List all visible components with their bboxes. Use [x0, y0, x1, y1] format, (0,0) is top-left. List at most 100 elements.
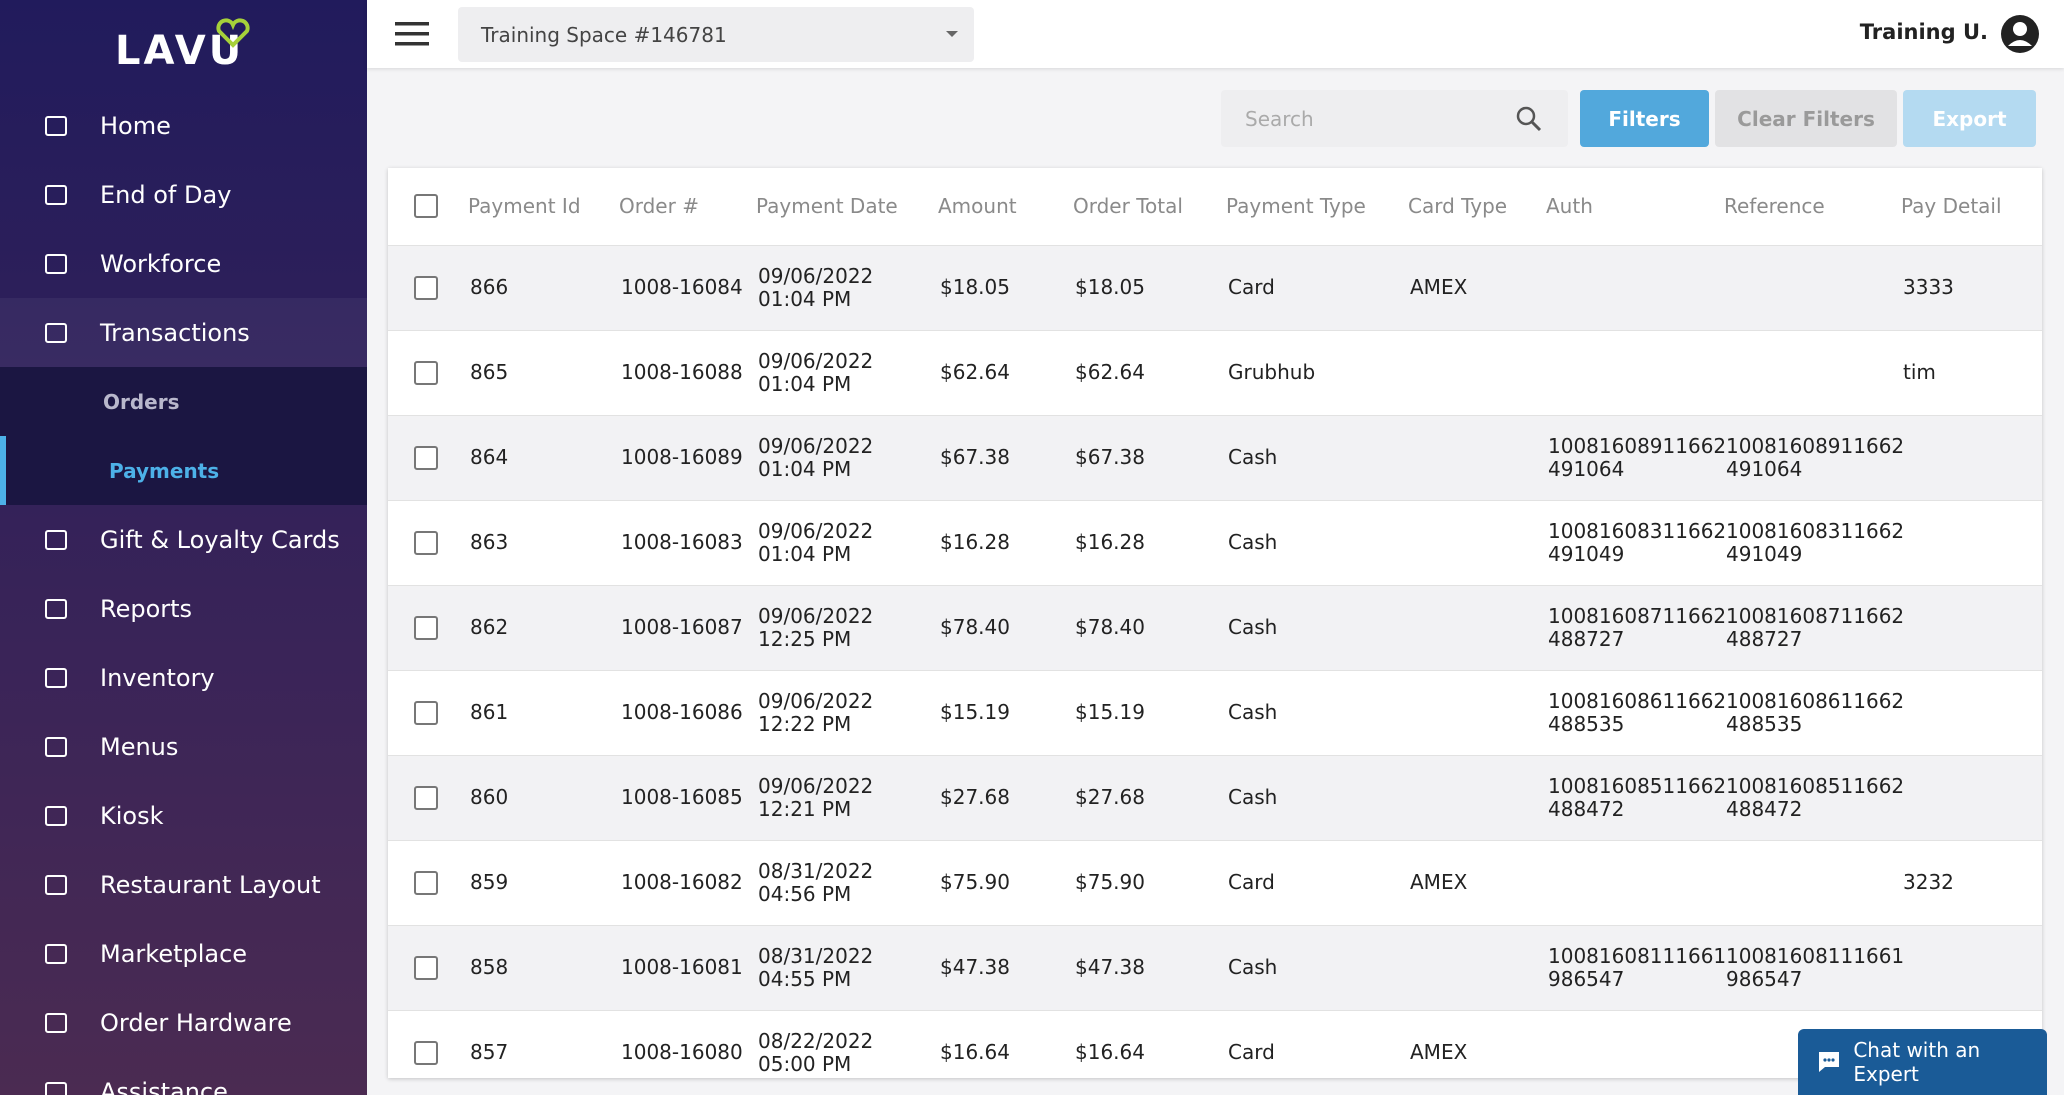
cell-date: 08/22/2022 [758, 1029, 874, 1053]
cell-type: Cash [1228, 700, 1278, 724]
cell-date: 12:22 PM [758, 712, 852, 736]
cell-date: 12:25 PM [758, 627, 852, 651]
nav-item[interactable]: Reports [0, 574, 367, 643]
search-box[interactable]: Search [1221, 90, 1568, 147]
table-row: 864 1008-16089 09/06/2022 01:04 PM $67.38 $67… [388, 415, 2042, 500]
row-checkbox[interactable] [414, 871, 438, 895]
location-select[interactable]: Training Space #146781 [458, 7, 974, 62]
export-button[interactable]: Export [1903, 90, 2036, 147]
cell-total: $15.19 [1075, 700, 1145, 724]
select-all-checkbox[interactable] [414, 194, 438, 218]
column-header[interactable]: Auth [1546, 194, 1593, 218]
column-header[interactable]: Pay Detail [1901, 194, 2002, 218]
menu-button[interactable] [395, 20, 431, 48]
cell-date: 12:21 PM [758, 797, 852, 821]
cell-ref: 488727 [1726, 627, 1803, 651]
cell-auth: 488727 [1548, 627, 1625, 651]
nav-icon [45, 529, 67, 550]
row-checkbox[interactable] [414, 701, 438, 725]
row-checkbox[interactable] [414, 956, 438, 980]
column-header[interactable]: Order # [619, 194, 699, 218]
cell-date: 09/06/2022 [758, 689, 874, 713]
cell-order: 1008-16080 [621, 1040, 743, 1064]
column-header[interactable]: Card Type [1408, 194, 1508, 218]
cell-date: 05:00 PM [758, 1052, 852, 1076]
nav-item[interactable]: Inventory [0, 643, 367, 712]
cell-ref: 491049 [1726, 542, 1803, 566]
nav-item[interactable]: Workforce [0, 229, 367, 298]
chat-label: Chat with an Expert [1853, 1038, 1981, 1086]
row-checkbox[interactable] [414, 786, 438, 810]
cell-ref: 10081608111661 [1726, 944, 1905, 968]
row-checkbox[interactable] [414, 1041, 438, 1065]
nav-icon [45, 736, 67, 757]
nav-item[interactable]: Transactions [0, 298, 367, 367]
sidebar: LAVU Home End of Day Workforce Transactions… [0, 0, 367, 1095]
cell-id: 863 [470, 530, 509, 554]
column-header[interactable]: Reference [1724, 194, 1825, 218]
cell-ref: 10081608311662 [1726, 519, 1905, 543]
column-header[interactable]: Payment Date [756, 194, 898, 218]
cell-amount: $75.90 [940, 870, 1010, 894]
nav-item[interactable]: Orders [0, 367, 367, 436]
row-checkbox[interactable] [414, 446, 438, 470]
nav-item[interactable]: Home [0, 91, 367, 160]
nav-item[interactable]: Gift & Loyalty Cards [0, 505, 367, 574]
column-header[interactable]: Amount [938, 194, 1017, 218]
cell-card: AMEX [1410, 870, 1468, 894]
nav-item[interactable]: Menus [0, 712, 367, 781]
table-row: 858 1008-16081 08/31/2022 04:55 PM $47.38 $47… [388, 925, 2042, 1010]
user-avatar[interactable] [2000, 14, 2040, 54]
user-name[interactable]: Training U. [1859, 20, 1988, 44]
nav-label: Restaurant Layout [100, 870, 321, 899]
nav-item[interactable]: Kiosk [0, 781, 367, 850]
cell-type: Card [1228, 870, 1275, 894]
chat-button[interactable]: Chat with an Expert [1798, 1029, 2047, 1095]
table-row: 859 1008-16082 08/31/2022 04:56 PM $75.90 $75… [388, 840, 2042, 925]
nav-item[interactable]: Payments [0, 436, 367, 505]
cell-amount: $62.64 [940, 360, 1010, 384]
nav-item[interactable]: Assistance [0, 1057, 367, 1095]
row-checkbox[interactable] [414, 616, 438, 640]
cell-order: 1008-16087 [621, 615, 743, 639]
nav-item[interactable]: Order Hardware [0, 988, 367, 1057]
cell-ref: 488472 [1726, 797, 1803, 821]
cell-date: 09/06/2022 [758, 264, 874, 288]
nav-item[interactable]: Restaurant Layout [0, 850, 367, 919]
filters-button[interactable]: Filters [1580, 90, 1709, 147]
cell-order: 1008-16086 [621, 700, 743, 724]
clear-filters-button[interactable]: Clear Filters [1715, 90, 1897, 147]
cell-amount: $16.64 [940, 1040, 1010, 1064]
cell-date: 04:56 PM [758, 882, 852, 906]
row-checkbox[interactable] [414, 361, 438, 385]
nav-label: Menus [100, 732, 179, 761]
cell-id: 862 [470, 615, 509, 639]
column-header[interactable]: Order Total [1073, 194, 1183, 218]
nav-item[interactable]: Marketplace [0, 919, 367, 988]
column-header[interactable]: Payment Type [1226, 194, 1366, 218]
cell-total: $78.40 [1075, 615, 1145, 639]
cell-ref: 10081608611662 [1726, 689, 1905, 713]
cell-type: Card [1228, 1040, 1275, 1064]
cell-date: 09/06/2022 [758, 774, 874, 798]
cell-date: 09/06/2022 [758, 349, 874, 373]
cell-amount: $47.38 [940, 955, 1010, 979]
table-row: 857 1008-16080 08/22/2022 05:00 PM $16.64 $16… [388, 1010, 2042, 1078]
cell-id: 859 [470, 870, 509, 894]
cell-type: Cash [1228, 955, 1278, 979]
cell-id: 866 [470, 275, 509, 299]
cell-auth: 10081608711662 [1548, 604, 1727, 628]
cell-auth: 10081608911662 [1548, 434, 1727, 458]
column-header[interactable]: Payment Id [468, 194, 581, 218]
row-checkbox[interactable] [414, 276, 438, 300]
cell-id: 864 [470, 445, 509, 469]
nav-label: Home [100, 111, 171, 140]
brand: LAVU [115, 28, 245, 74]
nav-item[interactable]: End of Day [0, 160, 367, 229]
caret [946, 31, 958, 37]
row-checkbox[interactable] [414, 531, 438, 555]
table-row: 866 1008-16084 09/06/2022 01:04 PM $18.05 $18… [388, 245, 2042, 330]
payments-table: Payment Id Order # Payment Date Amount Order… [388, 168, 2042, 1078]
cell-order: 1008-16084 [621, 275, 743, 299]
